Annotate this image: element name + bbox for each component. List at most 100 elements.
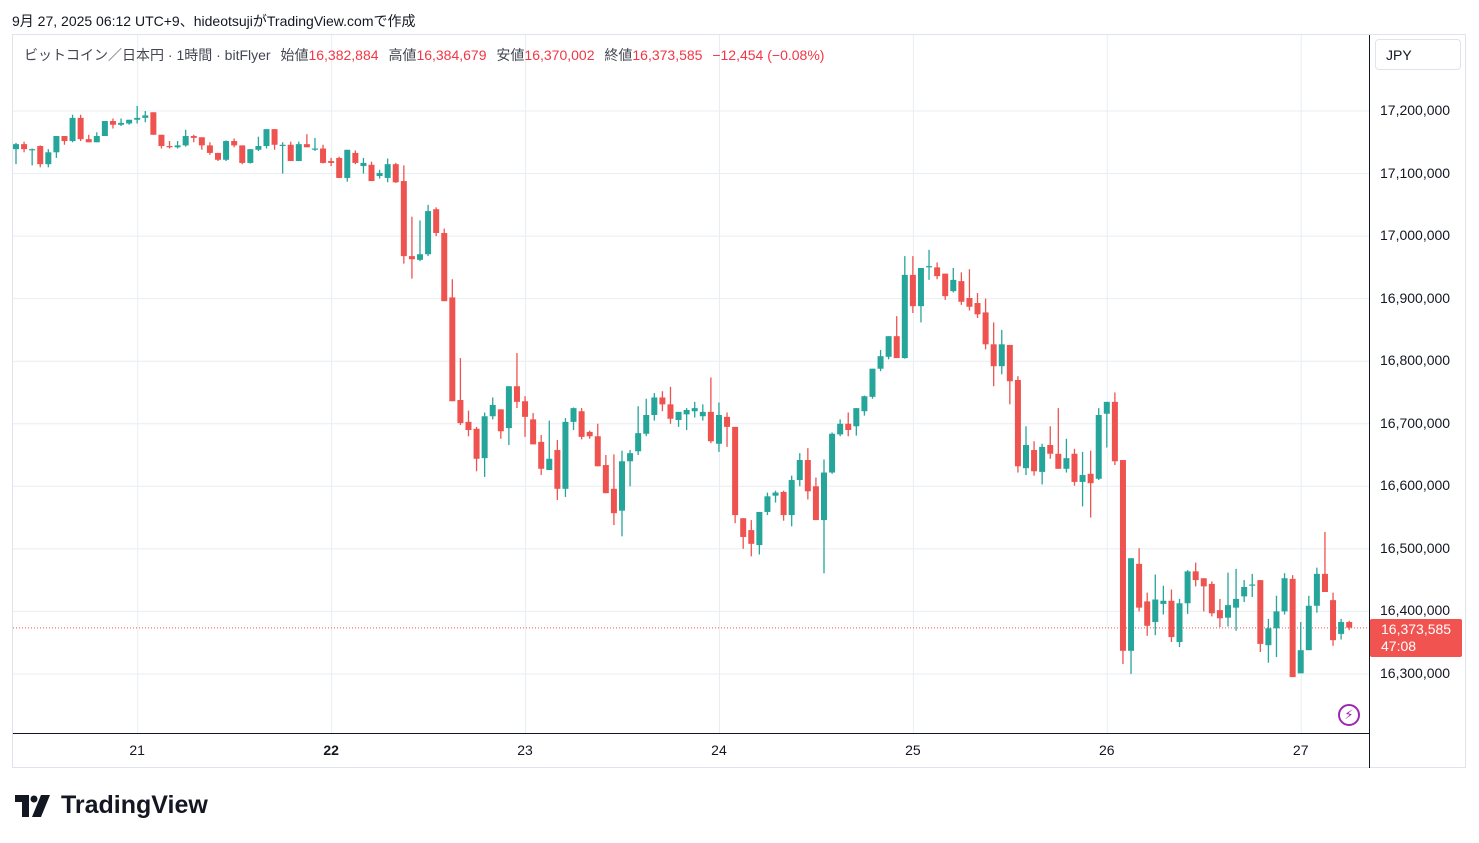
candle-down bbox=[1330, 592, 1337, 646]
candle-up bbox=[1297, 622, 1304, 674]
candle-down bbox=[1119, 460, 1126, 664]
candle-down bbox=[1346, 620, 1353, 631]
candle-body bbox=[497, 409, 504, 432]
candle-up bbox=[1233, 568, 1240, 631]
open-label: 始値 bbox=[280, 47, 309, 63]
tradingview-logo[interactable]: TradingView bbox=[15, 791, 208, 820]
candle-body bbox=[1103, 401, 1110, 414]
high-value: 16,384,679 bbox=[416, 47, 487, 63]
candle-body bbox=[239, 145, 246, 163]
candle-up bbox=[1305, 595, 1312, 651]
candle-up bbox=[118, 118, 125, 127]
candle-body bbox=[1119, 460, 1126, 651]
candle-body bbox=[417, 254, 423, 260]
change-value: −12,454 (−0.08%) bbox=[712, 47, 825, 63]
grid-lines bbox=[13, 35, 1369, 733]
candle-down bbox=[1144, 592, 1151, 636]
candle-down bbox=[408, 216, 415, 279]
candle-body bbox=[311, 148, 318, 150]
candle-body bbox=[1014, 379, 1021, 467]
candle-up bbox=[279, 142, 286, 174]
candle-up bbox=[861, 395, 868, 416]
candle-down bbox=[893, 316, 900, 359]
candle-up bbox=[142, 111, 149, 123]
candle-body bbox=[909, 274, 916, 307]
candle-up bbox=[950, 268, 957, 293]
price-chart[interactable] bbox=[13, 35, 1369, 733]
candle-body bbox=[255, 146, 262, 150]
candle-down bbox=[740, 518, 747, 549]
candle-down bbox=[109, 118, 116, 129]
price-tick-label: 16,800,000 bbox=[1380, 352, 1451, 369]
candle-up bbox=[635, 406, 642, 456]
candle-down bbox=[659, 391, 666, 412]
candle-down bbox=[812, 477, 819, 521]
candle-body bbox=[1055, 453, 1062, 469]
candle-down bbox=[271, 129, 278, 150]
candle-up bbox=[1103, 401, 1110, 448]
candle-up bbox=[926, 249, 933, 280]
candle-body bbox=[1047, 445, 1054, 454]
symbol-title[interactable]: ビットコイン／日本円 · 1時間 · bitFlyer bbox=[24, 47, 271, 63]
candle-down bbox=[990, 322, 997, 387]
candle-up bbox=[821, 459, 827, 574]
candle-body bbox=[279, 144, 286, 146]
candle-up bbox=[13, 142, 19, 165]
last-price-value: 16,373,585 bbox=[1381, 621, 1452, 637]
candles bbox=[13, 105, 1353, 678]
candle-body bbox=[796, 460, 803, 481]
candle-up bbox=[756, 511, 763, 555]
candle-up bbox=[1176, 598, 1183, 648]
candle-body bbox=[756, 511, 763, 546]
time-tick-label: 22 bbox=[323, 742, 339, 758]
candle-down bbox=[732, 426, 739, 524]
candle-body bbox=[142, 115, 149, 118]
candle-body bbox=[885, 336, 892, 357]
candle-down bbox=[352, 150, 359, 165]
candle-down bbox=[1200, 578, 1207, 612]
candle-body bbox=[1289, 578, 1296, 678]
candle-up bbox=[651, 393, 658, 421]
price-tick-label: 17,000,000 bbox=[1380, 227, 1451, 244]
candle-body bbox=[1152, 599, 1159, 623]
candle-up bbox=[263, 129, 270, 149]
candle-down bbox=[336, 156, 343, 178]
candle-down bbox=[1257, 580, 1264, 653]
candle-up bbox=[699, 404, 706, 421]
candle-down bbox=[368, 161, 375, 182]
price-tick-label: 16,600,000 bbox=[1380, 477, 1451, 494]
candle-down bbox=[497, 409, 504, 439]
candle-body bbox=[740, 518, 747, 537]
candle-down bbox=[166, 141, 173, 149]
candle-body bbox=[69, 117, 76, 142]
time-tick-label: 25 bbox=[905, 742, 921, 758]
price-tick-label: 17,100,000 bbox=[1380, 164, 1451, 181]
candle-body bbox=[602, 465, 609, 494]
candle-up bbox=[1184, 570, 1191, 614]
candle-body bbox=[206, 145, 213, 153]
candle-down bbox=[1031, 441, 1038, 476]
candle-down bbox=[1087, 450, 1094, 518]
candle-body bbox=[1321, 573, 1328, 593]
candle-up bbox=[182, 129, 189, 147]
candle-body bbox=[610, 488, 617, 514]
candle-body bbox=[303, 144, 310, 148]
candle-body bbox=[554, 450, 561, 489]
candle-body bbox=[942, 273, 949, 297]
lightning-icon[interactable]: ⚡ bbox=[1338, 704, 1360, 726]
candle-body bbox=[917, 268, 924, 307]
candle-body bbox=[675, 411, 682, 420]
price-axis[interactable] bbox=[1369, 35, 1465, 768]
candle-body bbox=[400, 181, 407, 257]
candle-up bbox=[29, 148, 36, 166]
candle-up bbox=[1281, 573, 1288, 615]
candle-body bbox=[13, 144, 19, 150]
candle-body bbox=[392, 164, 399, 183]
candle-up bbox=[360, 157, 367, 174]
currency-button[interactable]: JPY bbox=[1375, 39, 1461, 70]
candle-down bbox=[1071, 448, 1078, 486]
candle-body bbox=[182, 136, 189, 146]
logo-text: TradingView bbox=[61, 791, 208, 819]
candle-down bbox=[1192, 562, 1199, 587]
candle-down bbox=[1289, 575, 1296, 678]
